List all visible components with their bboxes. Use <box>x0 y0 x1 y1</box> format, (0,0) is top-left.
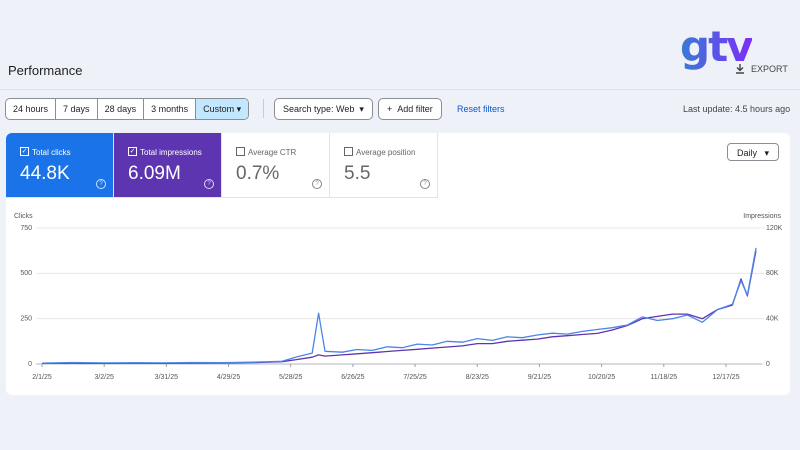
add-filter-label: Add filter <box>397 104 433 114</box>
date-range-button[interactable]: 24 hours <box>6 99 57 119</box>
help-icon[interactable]: ? <box>96 179 106 189</box>
date-range-button[interactable]: 28 days <box>98 99 145 119</box>
y-tick-label: 500 <box>20 270 32 277</box>
x-tick-label: 7/25/25 <box>403 374 426 381</box>
metric-label: Average CTR <box>248 148 297 157</box>
granularity-dropdown[interactable]: Daily ▾ <box>727 143 779 161</box>
metric-label: Total impressions <box>140 148 202 157</box>
y-tick-label: 0 <box>28 361 32 368</box>
export-label: EXPORT <box>751 64 788 74</box>
y2-tick-label: 80K <box>766 270 779 277</box>
search-type-button[interactable]: Search type: Web ▾ <box>274 98 373 120</box>
metric-value: 0.7% <box>236 163 280 184</box>
last-update: Last update: 4.5 hours ago <box>683 104 791 114</box>
search-type-label: Search type: Web <box>283 104 355 114</box>
metric-label: Total clicks <box>32 148 71 157</box>
y2-tick-label: 40K <box>766 316 779 323</box>
date-range-button[interactable]: 3 months <box>144 99 197 119</box>
date-range-button[interactable]: Custom ▾ <box>196 99 249 119</box>
x-tick-label: 9/21/25 <box>528 374 551 381</box>
y2-tick-label: 120K <box>766 225 783 232</box>
granularity-label: Daily <box>737 148 758 158</box>
add-filter-button[interactable]: + Add filter <box>378 98 442 120</box>
x-tick-label: 12/17/25 <box>712 374 739 381</box>
x-tick-label: 11/18/25 <box>650 374 677 381</box>
series-line <box>41 250 757 365</box>
series-line <box>41 247 757 364</box>
help-icon[interactable]: ? <box>204 179 214 189</box>
y-axis-title: Clicks <box>14 213 33 220</box>
metric-value: 44.8K <box>20 163 70 184</box>
separator <box>0 89 800 90</box>
date-range-group: 24 hours 7 days 28 days 3 months Custom ▾ <box>5 98 250 120</box>
help-icon[interactable]: ? <box>420 179 430 189</box>
x-tick-label: 10/20/25 <box>588 374 615 381</box>
checkbox[interactable]: ✓ <box>128 147 137 156</box>
metric-card[interactable]: Average position 5.5? <box>330 133 438 198</box>
y-tick-label: 250 <box>20 316 32 323</box>
date-range-button[interactable]: 7 days <box>56 99 98 119</box>
x-tick-label: 5/28/25 <box>279 374 302 381</box>
reset-filters-link[interactable]: Reset filters <box>457 104 505 114</box>
y2-tick-label: 0 <box>766 361 770 368</box>
metric-value: 6.09M <box>128 163 181 184</box>
checkbox[interactable]: ✓ <box>20 147 29 156</box>
x-tick-label: 3/2/25 <box>94 374 114 381</box>
download-icon <box>736 64 744 74</box>
help-icon[interactable]: ? <box>312 179 322 189</box>
x-tick-label: 4/29/25 <box>217 374 240 381</box>
metric-label: Average position <box>356 148 416 157</box>
x-tick-label: 8/23/25 <box>466 374 489 381</box>
metric-value: 5.5 <box>344 163 371 184</box>
y2-axis-title: Impressions <box>743 213 781 220</box>
export-button[interactable]: EXPORT <box>735 64 788 74</box>
metric-card[interactable]: Average CTR 0.7%? <box>222 133 330 198</box>
metric-card[interactable]: ✓ Total clicks 44.8K? <box>6 133 114 198</box>
page-title: Performance <box>8 63 83 78</box>
separator <box>263 99 264 118</box>
logo: gtv <box>680 22 754 71</box>
metric-card[interactable]: ✓ Total impressions 6.09M? <box>114 133 222 198</box>
y-tick-label: 750 <box>20 225 32 232</box>
checkbox[interactable] <box>236 147 245 156</box>
checkbox[interactable] <box>344 147 353 156</box>
x-tick-label: 6/26/25 <box>341 374 364 381</box>
x-tick-label: 3/31/25 <box>155 374 178 381</box>
x-tick-label: 2/1/25 <box>32 374 52 381</box>
